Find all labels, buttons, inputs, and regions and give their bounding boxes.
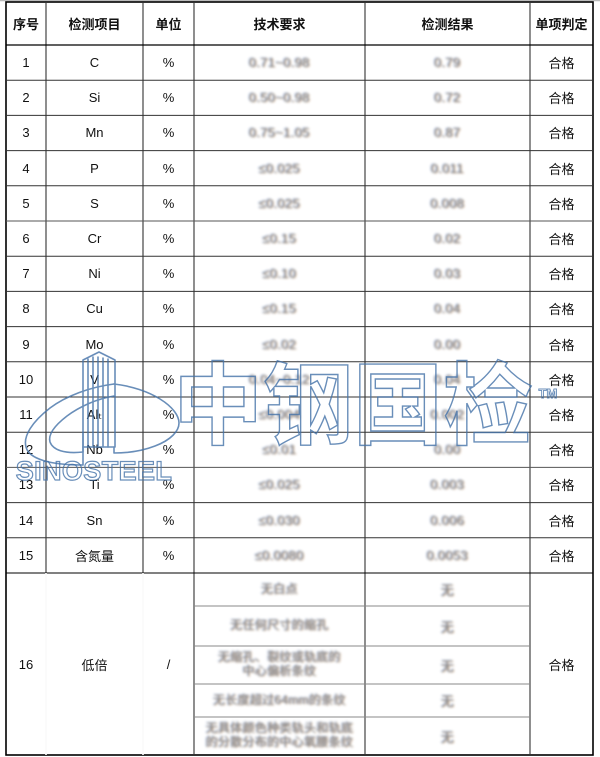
svg-text:SINOSTEEL: SINOSTEEL	[16, 456, 173, 486]
svg-text:TM: TM	[539, 386, 558, 401]
svg-text:中钢国检: 中钢国检	[173, 333, 533, 463]
